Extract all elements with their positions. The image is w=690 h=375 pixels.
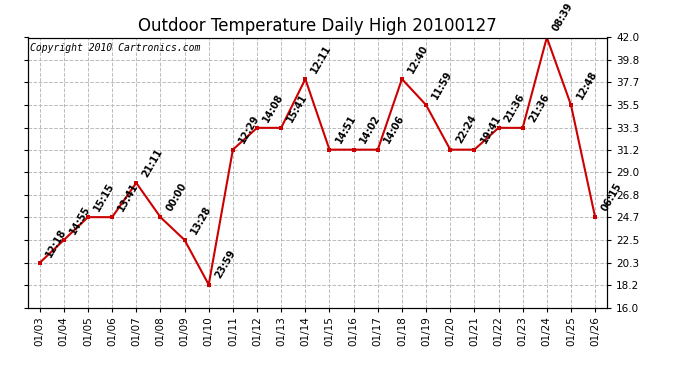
Text: 11:59: 11:59 xyxy=(431,69,455,101)
Text: 14:08: 14:08 xyxy=(262,92,286,124)
Text: 12:18: 12:18 xyxy=(44,227,68,259)
Text: 06:15: 06:15 xyxy=(600,181,624,213)
Text: 14:02: 14:02 xyxy=(358,114,382,146)
Text: 00:00: 00:00 xyxy=(165,181,189,213)
Text: 14:55: 14:55 xyxy=(68,204,92,236)
Text: 12:11: 12:11 xyxy=(310,43,334,75)
Text: 21:36: 21:36 xyxy=(527,92,551,124)
Text: 12:48: 12:48 xyxy=(575,69,600,101)
Text: Copyright 2010 Cartronics.com: Copyright 2010 Cartronics.com xyxy=(30,43,201,53)
Text: 14:06: 14:06 xyxy=(382,114,406,146)
Text: 14:51: 14:51 xyxy=(334,114,358,146)
Text: 13:28: 13:28 xyxy=(189,204,213,236)
Text: 15:41: 15:41 xyxy=(286,92,310,124)
Text: 19:41: 19:41 xyxy=(479,114,503,146)
Text: 08:39: 08:39 xyxy=(551,2,575,33)
Text: 22:24: 22:24 xyxy=(455,114,479,146)
Text: 13:41: 13:41 xyxy=(117,181,141,213)
Text: 21:11: 21:11 xyxy=(141,147,165,179)
Text: 15:15: 15:15 xyxy=(92,181,117,213)
Text: 23:59: 23:59 xyxy=(213,249,237,280)
Text: 21:36: 21:36 xyxy=(503,92,527,124)
Text: 12:29: 12:29 xyxy=(237,114,262,146)
Title: Outdoor Temperature Daily High 20100127: Outdoor Temperature Daily High 20100127 xyxy=(138,16,497,34)
Text: 12:40: 12:40 xyxy=(406,43,431,75)
